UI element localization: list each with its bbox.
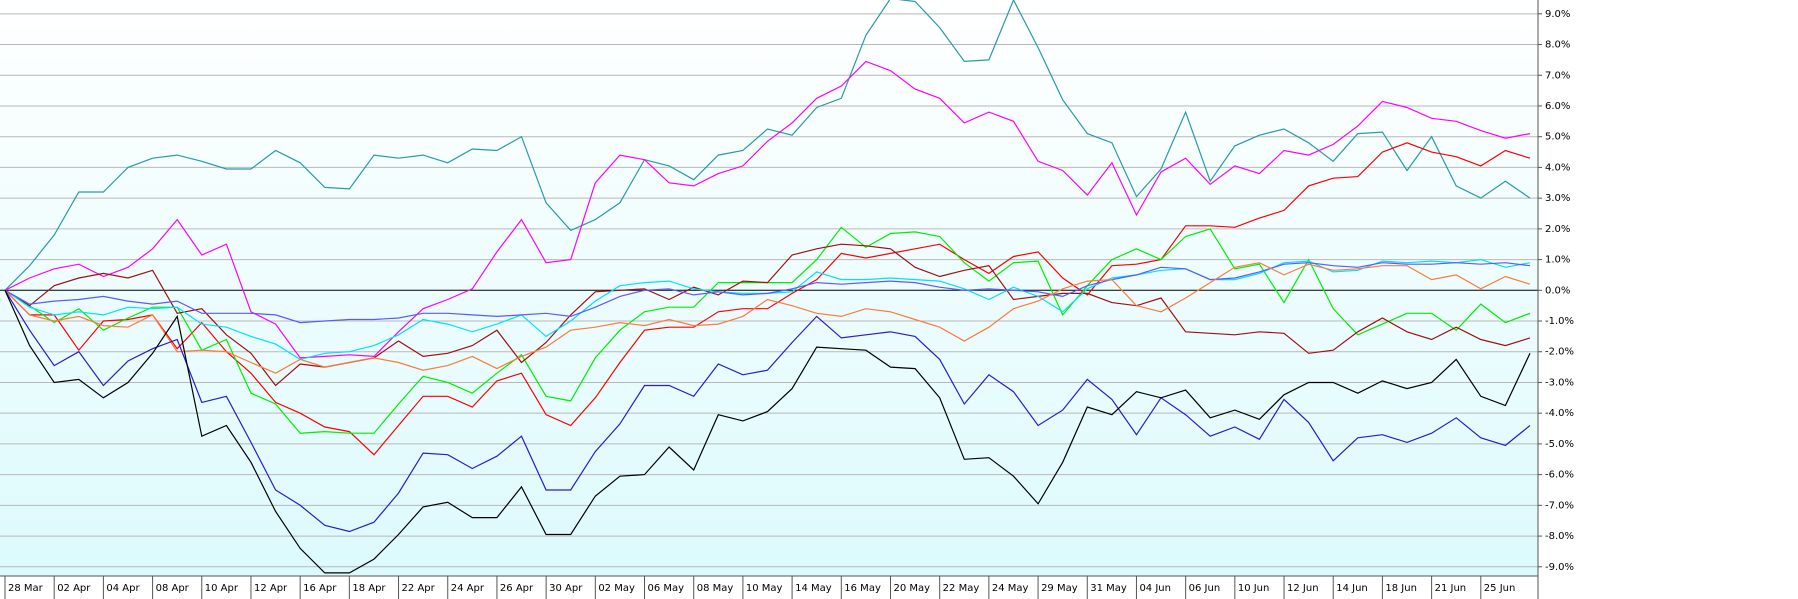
y-tick-label: 5.0% xyxy=(1545,132,1570,143)
x-tick-label: 08 May xyxy=(697,583,734,594)
x-tick-label: 31 May xyxy=(1090,583,1127,594)
x-tick-label: 28 Mar xyxy=(8,583,44,594)
x-tick-label: 22 Apr xyxy=(402,583,436,594)
x-tick-label: 12 Jun xyxy=(1287,583,1319,594)
y-tick-label: -8.0% xyxy=(1545,531,1574,542)
y-tick-label: 4.0% xyxy=(1545,162,1570,173)
y-tick-label: 9.0% xyxy=(1545,9,1570,20)
y-tick-label: 1.0% xyxy=(1545,255,1570,266)
series-line xyxy=(4,289,1531,533)
lines xyxy=(4,0,1531,574)
y-tick-label: 2.0% xyxy=(1545,224,1570,235)
x-tick-label: 06 Jun xyxy=(1189,583,1221,594)
x-tick-label: 06 May xyxy=(648,583,685,594)
series-line xyxy=(4,142,1531,456)
y-tick-label: -2.0% xyxy=(1545,347,1574,358)
series-line xyxy=(4,262,1531,324)
x-tick-label: 29 May xyxy=(1041,583,1078,594)
x-tick-label: 02 May xyxy=(598,583,635,594)
series-line xyxy=(4,0,1531,291)
plot-area xyxy=(0,0,1538,576)
y-tick-label: -3.0% xyxy=(1545,377,1574,388)
x-tick-label: 12 Apr xyxy=(254,583,288,594)
x-tick-label: 22 May xyxy=(943,583,980,594)
x-tick-label: 26 Apr xyxy=(500,583,534,594)
series-line xyxy=(4,262,1531,374)
y-tick-label: -5.0% xyxy=(1545,439,1574,450)
x-tick-label: 24 Apr xyxy=(451,583,485,594)
x-tick-label: 25 Jun xyxy=(1484,583,1516,594)
x-tick-label: 16 Apr xyxy=(303,583,337,594)
x-tick-label: 10 Apr xyxy=(205,583,239,594)
x-tick-label: 16 May xyxy=(844,583,881,594)
axes: -9.0% -8.0% -7.0% -6.0% -5.0% -4.0% -3.0% -2.0%… xyxy=(0,0,1574,599)
x-tick-label: 08 Apr xyxy=(156,583,190,594)
y-tick-label: -4.0% xyxy=(1545,408,1574,419)
x-tick-label: 04 Apr xyxy=(106,583,140,594)
y-tick-label: -6.0% xyxy=(1545,470,1574,481)
x-tick-label: 30 Apr xyxy=(549,583,583,594)
x-tick-label: 14 May xyxy=(795,583,832,594)
x-tick-label: 21 Jun xyxy=(1435,583,1467,594)
x-tick-label: 20 May xyxy=(893,583,930,594)
y-tick-label: -7.0% xyxy=(1545,500,1574,511)
y-tick-label: -1.0% xyxy=(1545,316,1574,327)
grid xyxy=(0,13,1538,568)
x-tick-label: 18 Apr xyxy=(352,583,386,594)
y-tick-label: 6.0% xyxy=(1545,101,1570,112)
y-tick-label: -9.0% xyxy=(1545,562,1574,573)
series-line xyxy=(4,290,1531,574)
x-tick-label: 04 Jun xyxy=(1139,583,1171,594)
x-tick-label: 10 May xyxy=(746,583,783,594)
series-line xyxy=(4,60,1531,359)
x-tick-label: 02 Apr xyxy=(57,583,91,594)
y-tick-label: 7.0% xyxy=(1545,70,1570,81)
y-tick-label: 3.0% xyxy=(1545,193,1570,204)
x-tick-label: 10 Jun xyxy=(1238,583,1270,594)
x-tick-label: 24 May xyxy=(992,583,1029,594)
y-tick-label: 8.0% xyxy=(1545,40,1570,51)
y-tick-label: 0.0% xyxy=(1545,285,1570,296)
x-tick-label: 14 Jun xyxy=(1336,583,1368,594)
series-line xyxy=(4,243,1531,387)
x-tick-label: 18 Jun xyxy=(1385,583,1417,594)
